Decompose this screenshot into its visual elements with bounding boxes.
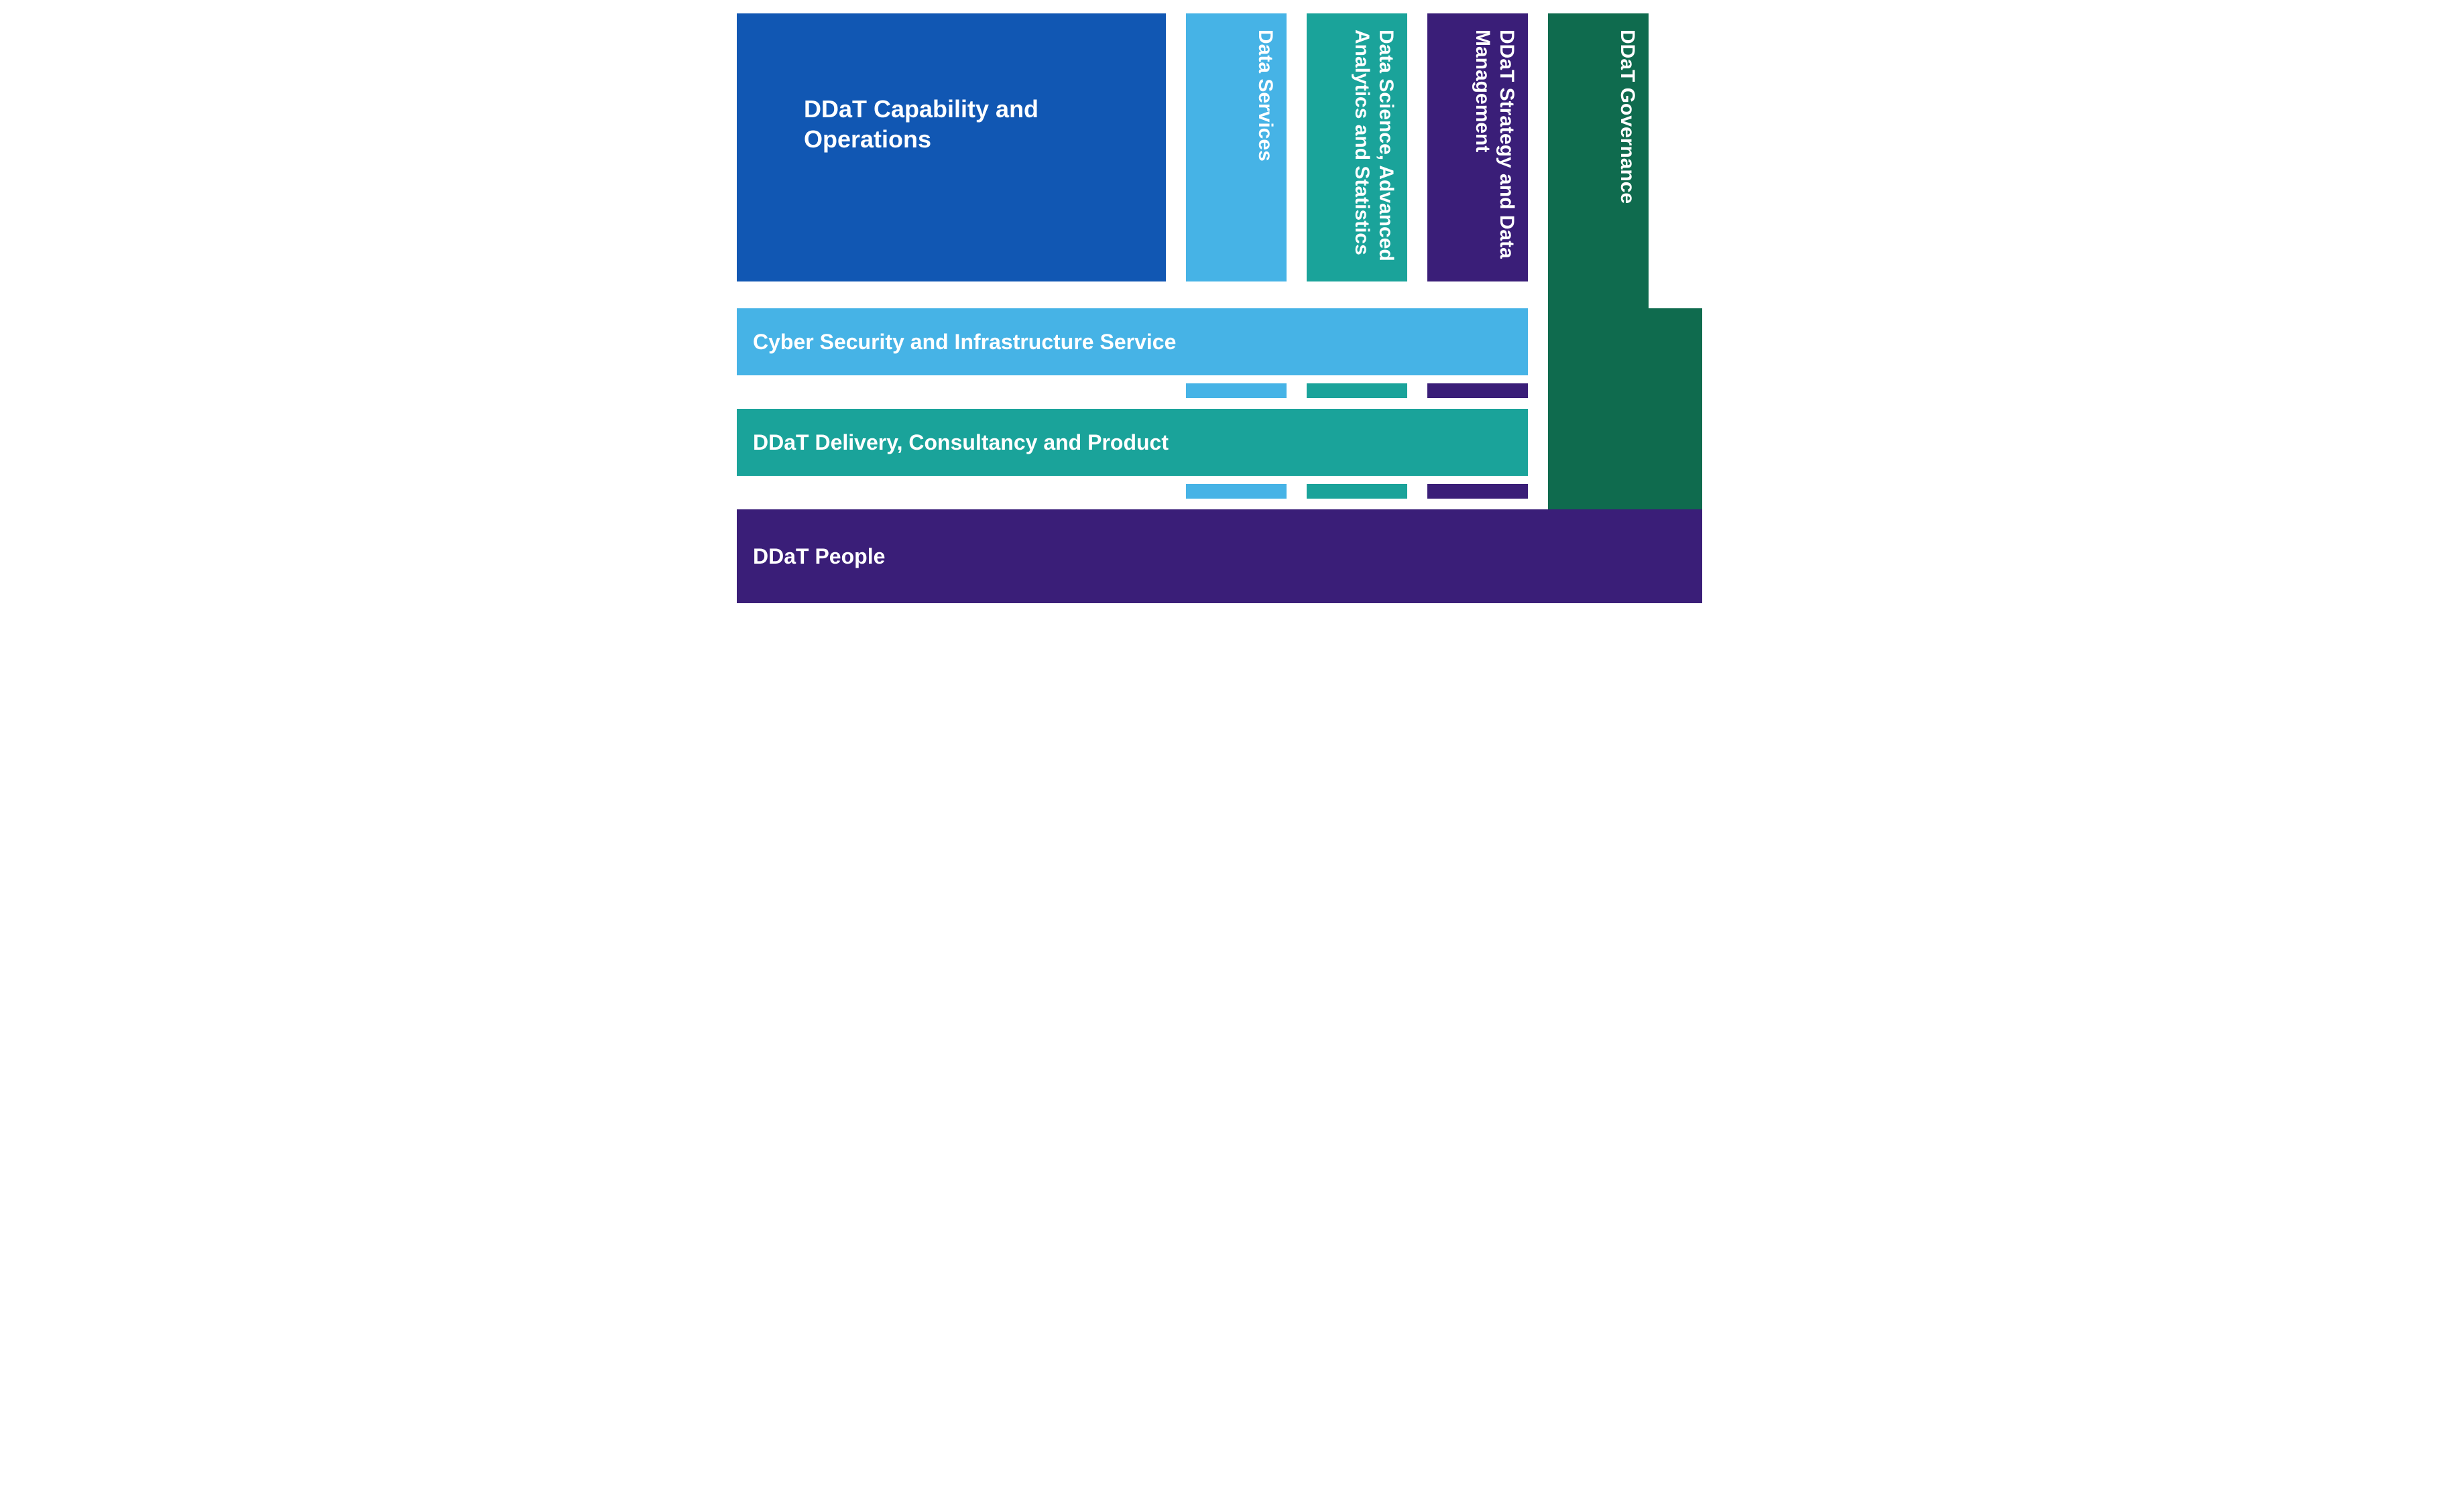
stub-data-science-1 bbox=[1307, 383, 1407, 398]
stub-governance-2 bbox=[1649, 484, 1702, 499]
diagram-canvas: DDaT Capability and Operations Data Serv… bbox=[717, 0, 1722, 623]
label-people: DDaT People bbox=[753, 544, 885, 569]
block-delivery: DDaT Delivery, Consultancy and Product bbox=[737, 409, 1528, 476]
block-data-services: Data Services bbox=[1186, 13, 1287, 281]
block-cyber: Cyber Security and Infrastructure Servic… bbox=[737, 308, 1528, 375]
label-cyber: Cyber Security and Infrastructure Servic… bbox=[753, 329, 1176, 355]
label-data-services: Data Services bbox=[1195, 29, 1277, 162]
stub-data-services-2 bbox=[1186, 484, 1287, 499]
block-capability-operations: DDaT Capability and Operations bbox=[737, 13, 1166, 281]
block-people: DDaT People bbox=[737, 509, 1702, 603]
stub-governance-1 bbox=[1649, 383, 1702, 398]
block-strategy: DDaT Strategy and Data Management bbox=[1427, 13, 1528, 281]
label-capability-operations: DDaT Capability and Operations bbox=[804, 94, 1075, 154]
label-strategy: DDaT Strategy and Data Management bbox=[1437, 29, 1519, 265]
stub-data-science-2 bbox=[1307, 484, 1407, 499]
block-data-science: Data Science, Advanced Analytics and Sta… bbox=[1307, 13, 1407, 281]
stub-strategy-1 bbox=[1427, 383, 1528, 398]
label-delivery: DDaT Delivery, Consultancy and Product bbox=[753, 430, 1169, 455]
label-governance: DDaT Governance bbox=[1557, 29, 1639, 204]
stub-data-services-1 bbox=[1186, 383, 1287, 398]
label-data-science: Data Science, Advanced Analytics and Sta… bbox=[1316, 29, 1398, 265]
stub-strategy-2 bbox=[1427, 484, 1528, 499]
